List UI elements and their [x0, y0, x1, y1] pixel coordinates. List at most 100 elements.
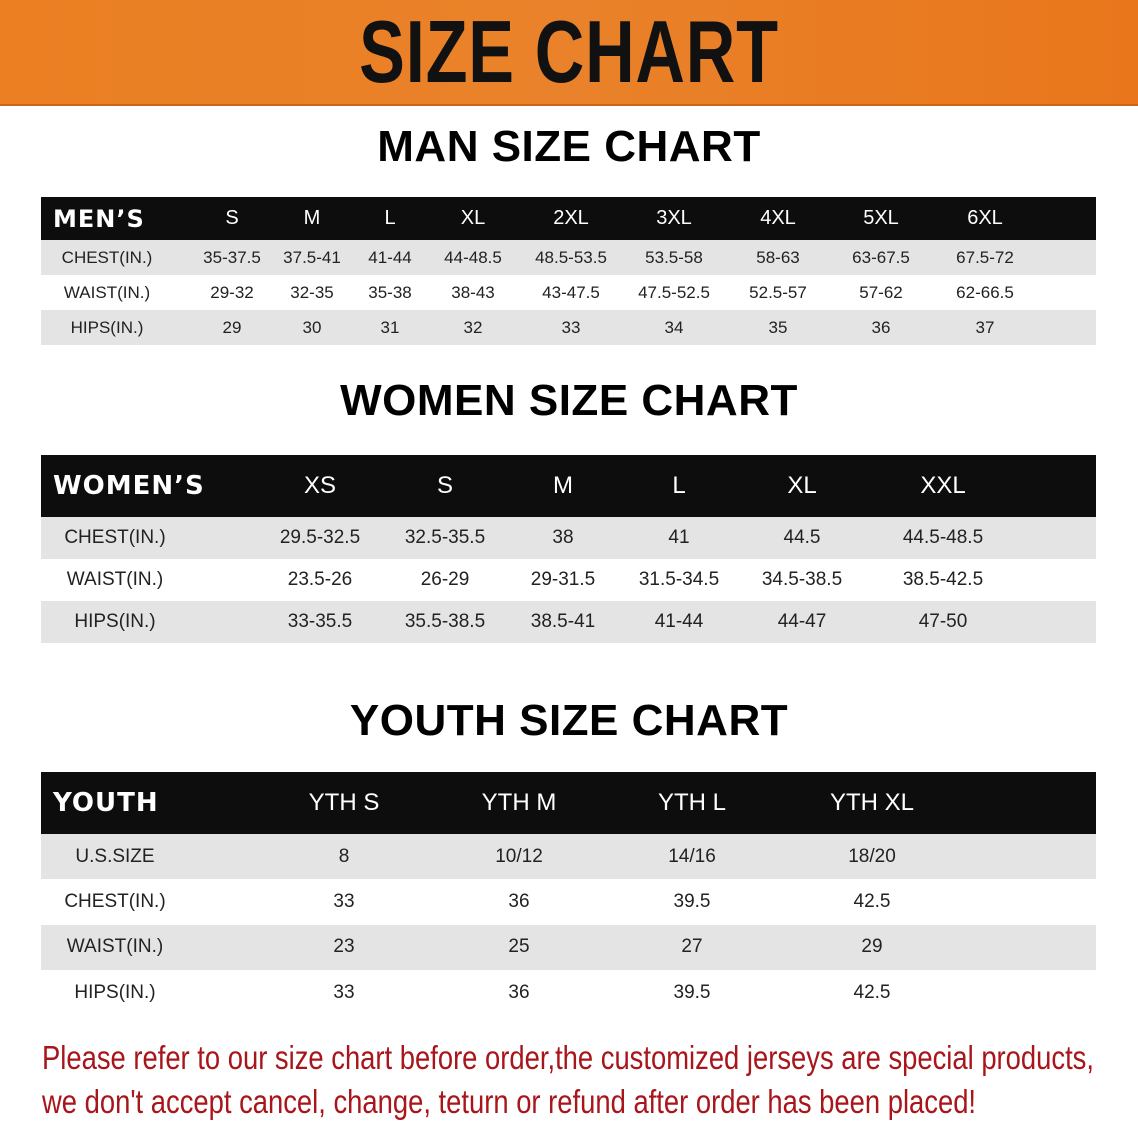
men-table-cell: 53.5-58 — [645, 247, 703, 267]
youth-table-cell: 42.5 — [853, 890, 891, 912]
women-table-cell: 23.5-26 — [287, 569, 353, 590]
men-size-header: 4XL — [760, 207, 796, 229]
men-table-row: HIPS(IN.) 29 30 31 32 33 34 35 36 37 — [41, 310, 1096, 345]
order-notice-line-1: Please refer to our size chart before or… — [42, 1039, 1094, 1076]
youth-table-row: WAIST(IN.) 23 25 27 29 — [41, 924, 1096, 970]
women-size-header: S — [436, 472, 454, 499]
youth-row-label: HIPS(IN.) — [74, 981, 156, 1003]
men-section-title: MAN SIZE CHART — [377, 122, 761, 171]
men-table-cell: 36 — [871, 317, 891, 337]
men-table-cell: 31 — [380, 317, 400, 337]
men-size-header: 3XL — [656, 207, 692, 229]
youth-table-row: CHEST(IN.) 33 36 39.5 42.5 — [41, 879, 1096, 924]
men-table-cell: 48.5-53.5 — [535, 247, 607, 267]
men-table-cell: 37 — [975, 317, 995, 337]
youth-table-cell: 42.5 — [853, 981, 891, 1003]
men-corner-label: MEN’S — [53, 204, 145, 233]
women-table-cell: 29.5-32.5 — [279, 527, 361, 548]
men-table-cell: 35 — [768, 317, 788, 337]
youth-table-cell: 36 — [508, 981, 530, 1003]
women-size-header: M — [553, 472, 573, 499]
youth-table-cell: 27 — [681, 936, 703, 958]
banner-title: SIZE CHART — [359, 2, 779, 101]
men-table-cell: 29 — [222, 317, 242, 337]
women-size-header: XL — [787, 472, 817, 499]
women-table-cell: 38 — [552, 527, 574, 548]
youth-header-row: YOUTH YTH S YTH M YTH L YTH XL — [41, 772, 1096, 834]
youth-table-cell: 14/16 — [668, 845, 716, 867]
women-table-cell: 38.5-42.5 — [902, 569, 984, 590]
women-size-header: XXL — [920, 472, 966, 499]
women-size-table: WOMEN’S XS S M L XL XXL CHEST(IN.) 29.5-32.5 32.5… — [41, 455, 1096, 643]
order-notice: Please refer to our size chart before or… — [42, 1036, 1094, 1124]
women-size-header: XS — [303, 472, 337, 499]
men-table-cell: 32-35 — [290, 282, 334, 302]
youth-table-cell: 10/12 — [495, 845, 543, 867]
youth-table-cell: 25 — [508, 936, 530, 958]
women-table-cell: 35.5-38.5 — [404, 611, 486, 632]
women-row-label: HIPS(IN.) — [74, 611, 156, 632]
men-table-cell: 35-38 — [368, 282, 412, 302]
men-size-header: 2XL — [553, 207, 589, 229]
men-size-header: XL — [460, 207, 486, 229]
youth-table-cell: 18/20 — [848, 845, 896, 867]
women-table-cell: 44.5 — [783, 527, 821, 548]
youth-row-label: U.S.SIZE — [75, 845, 155, 867]
women-table-cell: 44-47 — [777, 611, 827, 632]
men-table-cell: 57-62 — [859, 282, 903, 302]
men-table-cell: 33 — [561, 317, 581, 337]
men-table-row: WAIST(IN.) 29-32 32-35 35-38 38-43 43-47.5 47.… — [41, 275, 1096, 310]
men-table-row: CHEST(IN.) 35-37.5 37.5-41 41-44 44-48.5 48.5… — [41, 240, 1096, 275]
youth-table-cell: 23 — [333, 936, 355, 958]
women-corner-label: WOMEN’S — [53, 471, 205, 501]
youth-table-cell: 33 — [333, 981, 355, 1003]
youth-table-cell: 8 — [338, 845, 350, 867]
youth-table-cell: 36 — [508, 890, 530, 912]
men-table-cell: 41-44 — [368, 247, 412, 267]
men-size-header: M — [303, 207, 321, 229]
youth-table-row: U.S.SIZE 8 10/12 14/16 18/20 — [41, 834, 1096, 880]
women-table-cell: 32.5-35.5 — [404, 527, 486, 548]
women-table-cell: 26-29 — [420, 569, 470, 590]
women-row-label: WAIST(IN.) — [66, 569, 164, 590]
men-table-cell: 62-66.5 — [956, 282, 1014, 302]
men-row-label: HIPS(IN.) — [70, 317, 144, 337]
men-row-label: WAIST(IN.) — [63, 282, 151, 302]
men-row-label: CHEST(IN.) — [61, 247, 153, 267]
men-table-cell: 63-67.5 — [852, 247, 910, 267]
men-table-cell: 58-63 — [756, 247, 800, 267]
men-table-cell: 32 — [463, 317, 483, 337]
men-table-cell: 35-37.5 — [203, 247, 261, 267]
women-section-title: WOMEN SIZE CHART — [340, 376, 798, 425]
header-banner: SIZE CHART — [0, 0, 1138, 106]
men-table-cell: 30 — [302, 317, 322, 337]
women-table-cell: 41 — [668, 527, 690, 548]
women-table-cell: 38.5-41 — [530, 611, 596, 632]
order-notice-line-2: we don't accept cancel, change, teturn o… — [42, 1083, 977, 1120]
youth-table-cell: 39.5 — [673, 981, 711, 1003]
youth-row-label: WAIST(IN.) — [66, 936, 164, 958]
men-table-cell: 67.5-72 — [956, 247, 1014, 267]
men-size-header: 6XL — [967, 207, 1003, 229]
men-table-cell: 52.5-57 — [749, 282, 807, 302]
youth-corner-label: YOUTH — [53, 788, 159, 818]
women-table-cell: 44.5-48.5 — [902, 527, 984, 548]
women-header-row: WOMEN’S XS S M L XL XXL — [41, 455, 1096, 517]
youth-size-header: YTH XL — [829, 789, 915, 816]
women-table-cell: 41-44 — [654, 611, 704, 632]
youth-table-row: HIPS(IN.) 33 36 39.5 42.5 — [41, 970, 1096, 1015]
women-table-row: HIPS(IN.) 33-35.5 35.5-38.5 38.5-41 41-44 44-… — [41, 601, 1096, 643]
men-table-cell: 38-43 — [451, 282, 495, 302]
youth-table-cell: 39.5 — [673, 890, 711, 912]
men-size-header: 5XL — [863, 207, 899, 229]
men-table-cell: 47.5-52.5 — [638, 282, 710, 302]
women-table-row: WAIST(IN.) 23.5-26 26-29 29-31.5 31.5-34.5 34… — [41, 559, 1096, 601]
youth-size-header: YTH M — [481, 789, 557, 816]
youth-row-label: CHEST(IN.) — [64, 890, 166, 912]
women-size-header: L — [672, 472, 686, 499]
women-table-cell: 33-35.5 — [287, 611, 353, 632]
youth-section-title: YOUTH SIZE CHART — [349, 696, 789, 745]
men-table-cell: 29-32 — [210, 282, 254, 302]
women-row-label: CHEST(IN.) — [64, 527, 166, 548]
men-size-table: MEN’S S M L XL 2XL 3XL 4XL 5XL 6XL CHEST(IN.) 35-37… — [41, 197, 1096, 345]
